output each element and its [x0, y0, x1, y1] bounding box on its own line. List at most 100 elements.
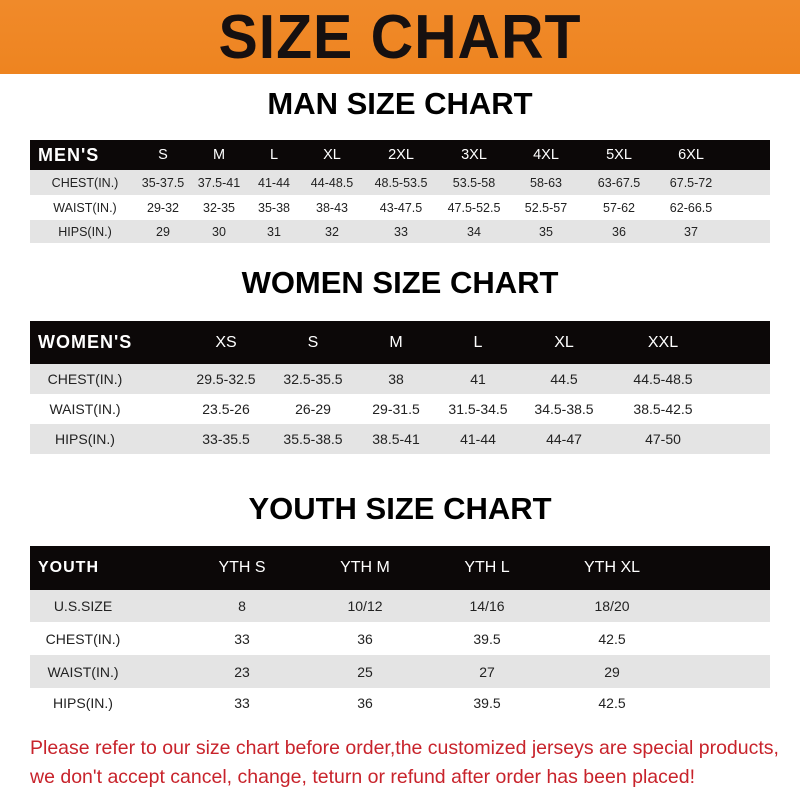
- table-cell: 67.5-72: [669, 175, 713, 190]
- size-column-header: M: [389, 333, 403, 351]
- table-cell: 41-44: [258, 175, 290, 190]
- table-category-label: YOUTH: [38, 559, 99, 576]
- size-column-header: S: [307, 333, 319, 351]
- table-cell: 10/12: [347, 598, 383, 614]
- table-category-label: WOMEN'S: [38, 332, 133, 352]
- table-cell: 29-32: [147, 200, 179, 215]
- table-cell: 62-66.5: [669, 200, 713, 215]
- table-cell: 36: [612, 224, 626, 239]
- size-column-header: YTH M: [340, 559, 390, 576]
- table-header-row: WOMEN'S XS S M L XL XXL: [30, 321, 770, 364]
- table-cell: 63-67.5: [597, 175, 641, 190]
- row-label: HIPS(IN.): [55, 431, 115, 447]
- table-cell: 41-44: [460, 431, 496, 447]
- row-label: CHEST(IN.): [51, 175, 119, 190]
- size-column-header: YTH L: [464, 559, 510, 576]
- table-cell: 44-48.5: [310, 175, 354, 190]
- table-cell: 37: [684, 224, 698, 239]
- table-cell: 52.5-57: [524, 200, 568, 215]
- row-label: CHEST(IN.): [47, 371, 123, 387]
- row-label: WAIST(IN.): [47, 663, 119, 680]
- table-cell: 44.5-48.5: [633, 371, 693, 387]
- table-cell: 34: [467, 224, 481, 239]
- table-cell: 38.5-41: [372, 431, 420, 447]
- table-cell: 8: [238, 598, 246, 614]
- table-cell: 33: [234, 695, 250, 711]
- table-cell: 36: [357, 695, 373, 711]
- table-cell: 42.5: [598, 630, 626, 647]
- size-column-header: XL: [554, 333, 574, 351]
- table-cell: 14/16: [469, 598, 505, 614]
- size-column-header: XL: [323, 147, 341, 163]
- table-cell: 30: [212, 224, 226, 239]
- table-cell: 33: [394, 224, 408, 239]
- size-chart-banner: SIZE CHART: [0, 0, 800, 74]
- table-cell: 57-62: [603, 200, 635, 215]
- size-column-header: 2XL: [388, 147, 414, 163]
- table-row: U.S.SIZE 8 10/12 14/16 18/20: [30, 590, 770, 622]
- row-label: HIPS(IN.): [58, 224, 112, 239]
- table-cell: 29-31.5: [372, 401, 420, 417]
- table-cell: 34.5-38.5: [534, 401, 594, 417]
- size-column-header: 4XL: [533, 147, 559, 163]
- row-label: CHEST(IN.): [45, 630, 121, 647]
- table-cell: 35: [539, 224, 553, 239]
- size-column-header: YTH S: [218, 559, 266, 576]
- table-cell: 18/20: [594, 598, 630, 614]
- size-column-header: L: [269, 147, 279, 163]
- women-section-title: WOMEN SIZE CHART: [241, 265, 559, 300]
- table-cell: 41: [470, 371, 486, 387]
- table-category-label: MEN'S: [38, 144, 100, 165]
- notice-line-1: Please refer to our size chart before or…: [30, 737, 779, 759]
- table-cell: 39.5: [473, 630, 501, 647]
- order-notice: Please refer to our size chart before or…: [30, 734, 779, 792]
- table-cell: 31.5-34.5: [448, 401, 508, 417]
- table-cell: 32: [325, 224, 339, 239]
- table-cell: 43-47.5: [379, 200, 423, 215]
- table-cell: 44-47: [546, 431, 582, 447]
- table-cell: 35-38: [258, 200, 290, 215]
- table-row: CHEST(IN.) 33 36 39.5 42.5: [30, 622, 770, 655]
- table-row: HIPS(IN.) 33-35.5 35.5-38.5 38.5-41 41-44 44-…: [30, 424, 770, 454]
- table-row: WAIST(IN.) 23 25 27 29: [30, 655, 770, 688]
- table-cell: 23: [234, 663, 250, 680]
- table-row: WAIST(IN.) 29-32 32-35 35-38 38-43 43-47.5 47.…: [30, 195, 770, 220]
- banner-title: SIZE CHART: [218, 2, 582, 72]
- table-cell: 32-35: [203, 200, 235, 215]
- table-cell: 35-37.5: [141, 175, 185, 190]
- size-column-header: M: [212, 147, 226, 163]
- men-section-title: MAN SIZE CHART: [267, 86, 533, 121]
- table-cell: 48.5-53.5: [374, 175, 428, 190]
- table-cell: 29: [604, 663, 620, 680]
- notice-line-2: we don't accept cancel, change, teturn o…: [30, 766, 695, 788]
- table-cell: 29: [156, 224, 170, 239]
- row-label: WAIST(IN.): [49, 401, 121, 417]
- table-cell: 33-35.5: [202, 431, 250, 447]
- size-column-header: 6XL: [678, 147, 704, 163]
- row-label: HIPS(IN.): [53, 695, 113, 711]
- table-header-row: MEN'S S M L XL 2XL 3XL 4XL 5XL 6XL: [30, 140, 770, 170]
- table-row: CHEST(IN.) 35-37.5 37.5-41 41-44 44-48.5 48.5…: [30, 170, 770, 195]
- row-label: WAIST(IN.): [53, 200, 117, 215]
- size-column-header: XXL: [647, 333, 679, 351]
- table-cell: 38-43: [316, 200, 348, 215]
- table-cell: 38.5-42.5: [633, 401, 693, 417]
- table-cell: 53.5-58: [452, 175, 496, 190]
- youth-section-title: YOUTH SIZE CHART: [248, 491, 552, 526]
- table-cell: 23.5-26: [202, 401, 250, 417]
- row-label: U.S.SIZE: [53, 598, 113, 614]
- table-cell: 35.5-38.5: [283, 431, 343, 447]
- size-column-header: S: [158, 147, 168, 163]
- table-cell: 27: [479, 663, 495, 680]
- table-cell: 47.5-52.5: [447, 200, 501, 215]
- table-cell: 58-63: [530, 175, 562, 190]
- size-column-header: 3XL: [461, 147, 487, 163]
- table-row: HIPS(IN.) 33 36 39.5 42.5: [30, 688, 770, 718]
- table-row: WAIST(IN.) 23.5-26 26-29 29-31.5 31.5-34.5 34…: [30, 394, 770, 424]
- size-column-header: YTH XL: [583, 559, 641, 576]
- table-cell: 37.5-41: [197, 175, 241, 190]
- table-cell: 44.5: [550, 371, 578, 387]
- table-row: CHEST(IN.) 29.5-32.5 32.5-35.5 38 41 44.5 44.5…: [30, 364, 770, 394]
- table-cell: 25: [357, 663, 373, 680]
- size-column-header: 5XL: [606, 147, 632, 163]
